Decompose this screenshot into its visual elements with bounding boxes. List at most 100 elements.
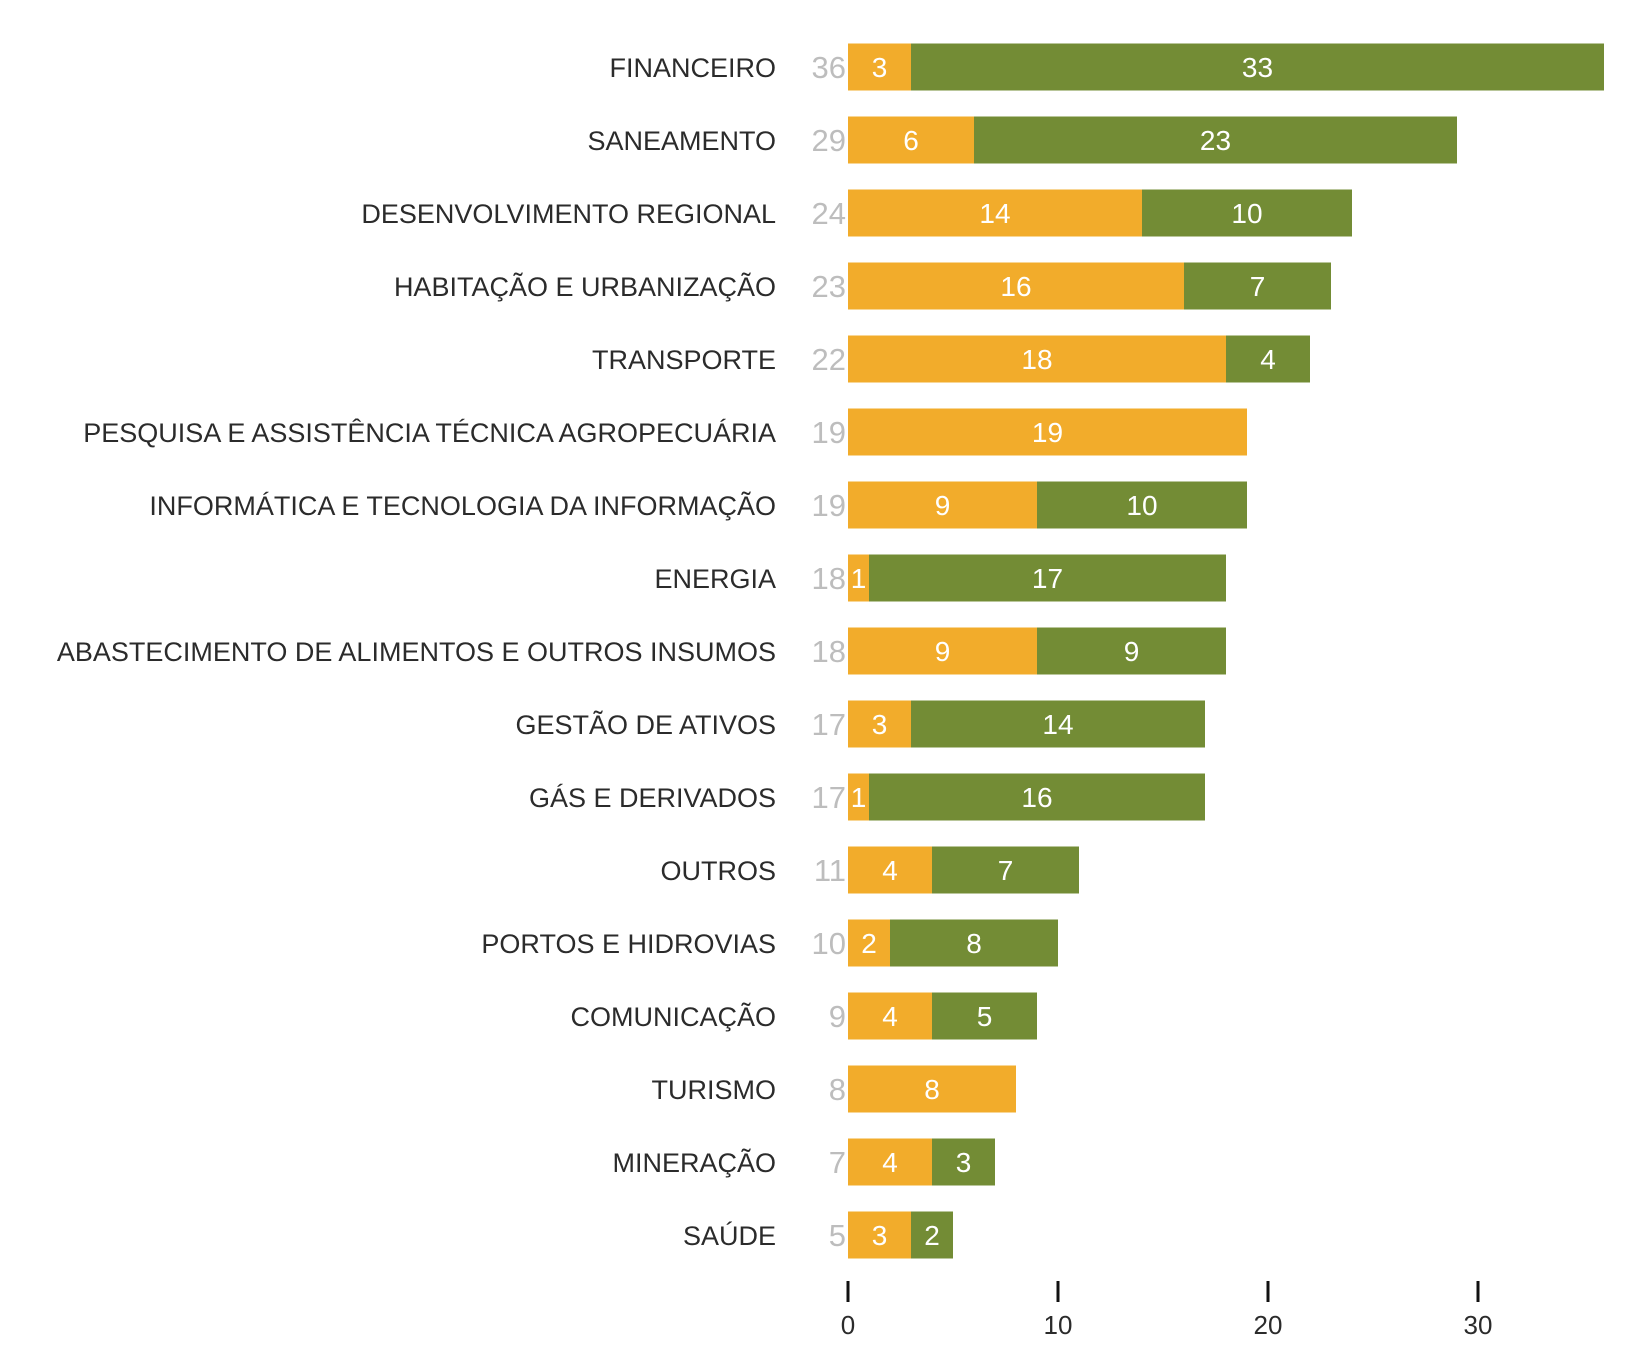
total-label: 22: [812, 342, 846, 377]
bar-segment-orange: [848, 408, 1247, 456]
segment-value-label: 8: [966, 928, 982, 959]
segment-value-label: 4: [882, 855, 898, 886]
bar-segment-orange: [848, 992, 932, 1040]
segment-value-label: 23: [1200, 125, 1231, 156]
segment-value-label: 19: [1032, 417, 1063, 448]
segment-value-label: 9: [1124, 636, 1140, 667]
bar-segment-green: [911, 1211, 953, 1259]
total-label: 23: [812, 269, 846, 304]
category-label: ABASTECIMENTO DE ALIMENTOS E OUTROS INSU…: [57, 637, 776, 667]
category-label: SAÚDE: [683, 1220, 776, 1251]
total-label: 18: [812, 561, 846, 596]
segment-value-label: 16: [1000, 271, 1031, 302]
segment-value-label: 18: [1021, 344, 1052, 375]
segment-value-label: 10: [1126, 490, 1157, 521]
total-label: 7: [829, 1145, 846, 1180]
bar-segment-green: [974, 116, 1457, 164]
segment-value-label: 9: [935, 636, 951, 667]
total-label: 19: [812, 488, 846, 523]
total-label: 11: [814, 853, 846, 888]
bar-segment-orange: [848, 1065, 1016, 1113]
category-label: HABITAÇÃO E URBANIZAÇÃO: [394, 271, 776, 302]
bar-segment-orange: [848, 919, 890, 967]
bar-segment-orange: [848, 262, 1184, 310]
total-label: 9: [829, 999, 846, 1034]
total-label: 10: [812, 926, 846, 961]
category-label: MINERAÇÃO: [612, 1147, 776, 1178]
bar-segment-green: [1226, 335, 1310, 383]
segment-value-label: 16: [1021, 782, 1052, 813]
category-label: TURISMO: [652, 1075, 777, 1105]
x-tick-label: 20: [1254, 1310, 1283, 1340]
x-tick-label: 10: [1044, 1310, 1073, 1340]
bar-segment-orange: [848, 1138, 932, 1186]
bar-segment-orange: [848, 846, 932, 894]
category-label: COMUNICAÇÃO: [570, 1001, 776, 1032]
bar-segment-orange: [848, 335, 1226, 383]
total-label: 19: [812, 415, 846, 450]
bar-segment-orange: [848, 700, 911, 748]
segment-value-label: 17: [1032, 563, 1063, 594]
bar-segment-orange: [848, 43, 911, 91]
total-label: 36: [812, 50, 846, 85]
x-tick-label: 30: [1464, 1310, 1493, 1340]
segment-value-label: 33: [1242, 52, 1273, 83]
bar-segment-green: [911, 700, 1205, 748]
bar-segment-green: [1142, 189, 1352, 237]
segment-value-label: 1: [851, 563, 867, 594]
bar-segment-green: [932, 992, 1037, 1040]
bar-segment-orange: [848, 554, 869, 602]
bar-segment-green: [932, 846, 1079, 894]
bar-segment-orange: [848, 189, 1142, 237]
segment-value-label: 3: [872, 52, 888, 83]
segment-value-label: 3: [872, 709, 888, 740]
x-tick-label: 0: [841, 1310, 855, 1340]
segment-value-label: 3: [956, 1147, 972, 1178]
segment-value-label: 3: [872, 1220, 888, 1251]
bar-segment-green: [869, 554, 1226, 602]
category-label: INFORMÁTICA E TECNOLOGIA DA INFORMAÇÃO: [149, 490, 776, 521]
total-label: 24: [812, 196, 846, 231]
category-label: OUTROS: [660, 856, 776, 886]
category-label: GESTÃO DE ATIVOS: [515, 709, 776, 740]
segment-value-label: 6: [903, 125, 919, 156]
total-label: 18: [812, 634, 846, 669]
category-label: DESENVOLVIMENTO REGIONAL: [361, 199, 776, 229]
segment-value-label: 7: [1250, 271, 1266, 302]
category-label: ENERGIA: [654, 564, 776, 594]
bar-segment-green: [911, 43, 1604, 91]
total-label: 8: [829, 1072, 846, 1107]
category-label: PORTOS E HIDROVIAS: [481, 929, 776, 959]
segment-value-label: 14: [979, 198, 1010, 229]
total-label: 5: [829, 1218, 846, 1253]
category-label: TRANSPORTE: [592, 345, 776, 375]
total-label: 29: [812, 123, 846, 158]
segment-value-label: 1: [851, 782, 867, 813]
bar-segment-orange: [848, 116, 974, 164]
bar-segment-green: [1037, 481, 1247, 529]
segment-value-label: 7: [998, 855, 1014, 886]
segment-value-label: 9: [935, 490, 951, 521]
bar-segment-green: [890, 919, 1058, 967]
segment-value-label: 4: [1260, 344, 1276, 375]
segment-value-label: 2: [861, 928, 877, 959]
category-label: GÁS E DERIVADOS: [529, 783, 776, 813]
bar-segment-orange: [848, 627, 1037, 675]
segment-value-label: 2: [924, 1220, 940, 1251]
segment-value-label: 10: [1231, 198, 1262, 229]
category-label: SANEAMENTO: [587, 126, 776, 156]
total-label: 17: [812, 707, 846, 742]
bar-segment-green: [1037, 627, 1226, 675]
bar-segment-green: [869, 773, 1205, 821]
bar-segment-green: [1184, 262, 1331, 310]
total-label: 17: [812, 780, 846, 815]
segment-value-label: 8: [924, 1074, 940, 1105]
bar-segment-orange: [848, 1211, 911, 1259]
category-label: PESQUISA E ASSISTÊNCIA TÉCNICA AGROPECUÁ…: [83, 417, 776, 448]
bar-segment-orange: [848, 481, 1037, 529]
bar-segment-orange: [848, 773, 869, 821]
segment-value-label: 4: [882, 1001, 898, 1032]
segment-value-label: 4: [882, 1147, 898, 1178]
bar-segment-green: [932, 1138, 995, 1186]
